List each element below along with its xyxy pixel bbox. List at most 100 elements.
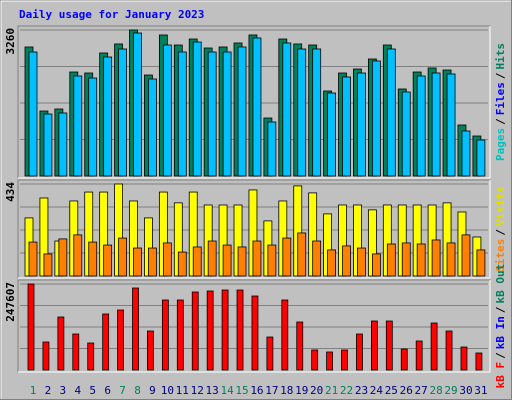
bar <box>103 56 113 177</box>
bar <box>73 234 83 277</box>
bar <box>147 330 154 371</box>
bar <box>430 322 438 371</box>
bar <box>27 283 35 371</box>
bar <box>117 309 124 371</box>
bar <box>222 244 232 277</box>
bar <box>207 51 217 177</box>
legend-entry: Files <box>494 82 507 115</box>
bar <box>386 48 396 177</box>
x-tick-label: 1 <box>30 384 37 397</box>
bar <box>415 340 423 371</box>
chart-title: Daily usage for January 2023 <box>19 8 204 21</box>
legend-separator: / <box>494 229 507 236</box>
legend-entry: Hits <box>494 43 507 70</box>
bar <box>43 253 53 277</box>
bar <box>236 289 244 371</box>
bar <box>58 112 68 177</box>
bar <box>148 247 157 277</box>
x-tick-label: 3 <box>60 384 67 397</box>
bar <box>57 316 65 371</box>
bar <box>73 75 83 177</box>
bar <box>207 240 217 277</box>
bar <box>252 37 262 177</box>
legend-entry: kB F <box>494 362 507 389</box>
bar <box>475 352 483 371</box>
x-tick-label: 11 <box>176 384 189 397</box>
x-tick-label: 27 <box>415 384 428 397</box>
bar <box>118 48 127 177</box>
legend-separator: / <box>494 118 507 125</box>
x-tick-label: 18 <box>280 384 293 397</box>
bar <box>42 341 50 371</box>
bar <box>133 32 142 177</box>
x-tick-label: 20 <box>310 384 323 397</box>
x-tick-label: 7 <box>119 384 126 397</box>
bar <box>148 78 157 177</box>
x-tick-label: 14 <box>220 384 234 397</box>
bar <box>446 242 456 277</box>
x-tick-label: 28 <box>429 384 442 397</box>
panel-bevel <box>18 26 491 179</box>
bar <box>297 232 307 277</box>
legend-entry: Pages <box>494 128 507 161</box>
bar <box>281 299 289 371</box>
bar <box>58 238 68 277</box>
legend: Pages / Files / Hits <box>494 43 507 161</box>
x-tick-label: 9 <box>149 384 156 397</box>
x-tick-label: 26 <box>400 384 413 397</box>
bar <box>133 247 142 277</box>
bar <box>416 75 426 177</box>
x-tick-label: 30 <box>459 384 472 397</box>
bar <box>357 247 366 277</box>
bar <box>370 320 378 371</box>
x-tick-label: 8 <box>134 384 141 397</box>
bar <box>162 44 172 177</box>
bar <box>88 241 98 277</box>
x-tick-label: 13 <box>206 384 219 397</box>
y-tick-label: 3260 <box>4 28 17 55</box>
x-tick-label: 23 <box>355 384 368 397</box>
bar <box>431 239 441 277</box>
bar <box>237 46 247 177</box>
bar <box>118 237 127 277</box>
legend: kB F / kB In / kB Out <box>494 264 507 389</box>
bar <box>356 333 363 371</box>
x-tick-label: 2 <box>45 384 52 397</box>
bar <box>385 320 393 371</box>
bar <box>282 237 292 277</box>
bar <box>28 51 38 177</box>
bar <box>460 346 468 371</box>
bar <box>476 139 486 177</box>
x-tick-label: 12 <box>191 384 204 397</box>
bar <box>342 245 351 277</box>
bar <box>342 76 351 177</box>
bar <box>297 48 307 177</box>
bar <box>311 349 319 371</box>
legend-separator: / <box>494 352 507 359</box>
bar <box>177 251 187 277</box>
bar <box>416 243 426 277</box>
bar <box>28 241 38 277</box>
legend: Sites / Visits <box>494 186 507 272</box>
bar <box>176 299 184 371</box>
bar <box>296 321 304 371</box>
bar <box>237 246 247 277</box>
legend-entry: kB Out <box>494 264 507 304</box>
bar <box>222 51 232 177</box>
bar <box>132 287 139 371</box>
bar <box>401 91 411 177</box>
bar <box>267 121 277 177</box>
x-tick-label: 24 <box>370 384 384 397</box>
bar <box>446 73 456 177</box>
legend-entry: kB In <box>494 316 507 349</box>
legend-entry: Sites <box>494 239 507 272</box>
panel-bevel <box>18 280 491 373</box>
bar <box>341 349 348 371</box>
x-tick-label: 19 <box>295 384 308 397</box>
bar <box>461 234 471 277</box>
bar <box>88 77 98 177</box>
bar <box>252 240 262 277</box>
bar <box>445 330 453 371</box>
